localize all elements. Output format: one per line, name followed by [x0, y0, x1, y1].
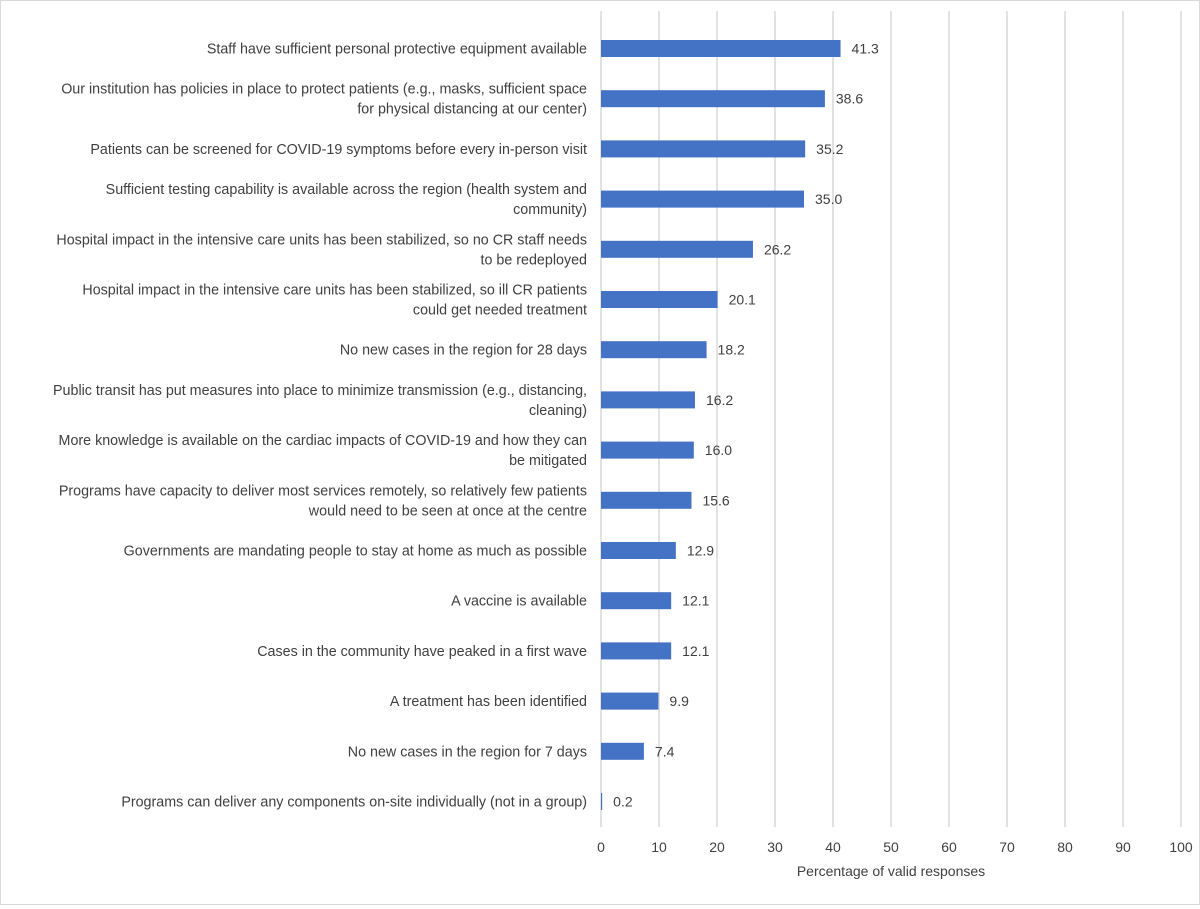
category-labels: Staff have sufficient personal protectiv… [53, 42, 587, 811]
x-tick-label: 20 [709, 839, 725, 855]
x-tick-labels: 0 10 20 30 40 50 60 70 80 90 100 [597, 839, 1193, 855]
value-label: 12.1 [682, 593, 709, 609]
value-label: 16.0 [705, 442, 732, 458]
category-label: Programs have capacity to deliver most s… [59, 483, 587, 499]
x-tick-label: 40 [825, 839, 841, 855]
value-label: 41.3 [852, 41, 879, 57]
value-label: 12.1 [682, 643, 709, 659]
bar [601, 291, 718, 308]
bar [601, 391, 695, 409]
category-label: to be redeployed [480, 252, 587, 268]
category-label: Staff have sufficient personal protectiv… [207, 42, 587, 58]
value-label: 9.9 [669, 693, 689, 709]
x-tick-label: 30 [767, 839, 783, 855]
category-label: Programs can deliver any components on-s… [121, 795, 587, 811]
x-tick-label: 90 [1115, 839, 1131, 855]
bar [601, 793, 603, 810]
value-label: 7.4 [655, 743, 675, 759]
bar [601, 692, 659, 710]
x-axis-title: Percentage of valid responses [797, 863, 985, 879]
value-label: 12.9 [687, 543, 714, 559]
x-tick-label: 100 [1169, 839, 1193, 855]
bar [601, 341, 707, 359]
category-label: Hospital impact in the intensive care un… [82, 283, 587, 299]
value-label: 35.2 [816, 141, 843, 157]
category-label: Sufficient testing capability is availab… [106, 182, 587, 198]
bar [601, 491, 692, 509]
category-label: No new cases in the region for 28 days [340, 343, 587, 359]
bar [601, 140, 806, 158]
value-label: 18.2 [718, 342, 745, 358]
bar [601, 240, 753, 258]
value-label: 35.0 [815, 191, 842, 207]
bar [601, 742, 644, 760]
category-label: cleaning) [529, 403, 587, 419]
value-label: 20.1 [729, 292, 756, 308]
bar [601, 542, 676, 559]
value-labels: 41.3 38.6 35.2 35.0 26.2 20.1 18.2 16.2 16.0 15.6… [613, 41, 879, 810]
x-tick-label: 50 [883, 839, 899, 855]
x-tick-label: 70 [999, 839, 1015, 855]
category-label: Our institution has policies in place to… [61, 82, 587, 98]
bar [601, 190, 804, 208]
bars [601, 40, 841, 810]
category-label: Patients can be screened for COVID-19 sy… [90, 142, 587, 158]
category-label: Governments are mandating people to stay… [124, 544, 587, 560]
category-label: No new cases in the region for 7 days [348, 744, 587, 760]
category-label: Public transit has put measures into pla… [53, 383, 587, 399]
bar [601, 90, 825, 108]
value-label: 15.6 [702, 492, 729, 508]
bar [601, 592, 672, 610]
category-label: Cases in the community have peaked in a … [257, 644, 587, 660]
category-label: A treatment has been identified [390, 694, 587, 710]
value-label: 16.2 [706, 392, 733, 408]
bar [601, 40, 841, 57]
category-label: Hospital impact in the intensive care un… [56, 232, 587, 248]
x-tick-label: 10 [651, 839, 667, 855]
category-label: could get needed treatment [413, 303, 587, 319]
bar [601, 642, 672, 660]
x-tick-label: 0 [597, 839, 605, 855]
bar [601, 441, 694, 459]
category-label: be mitigated [509, 453, 587, 469]
category-label: community) [513, 202, 587, 218]
x-tick-label: 80 [1057, 839, 1073, 855]
x-tick-label: 60 [941, 839, 957, 855]
category-label: A vaccine is available [451, 594, 587, 610]
value-label: 26.2 [764, 241, 791, 257]
value-label: 0.2 [613, 794, 633, 810]
category-label: would need to be seen at once at the cen… [308, 503, 587, 519]
category-label: More knowledge is available on the cardi… [59, 433, 588, 449]
category-label: for physical distancing at our center) [357, 102, 587, 118]
value-label: 38.6 [836, 91, 863, 107]
